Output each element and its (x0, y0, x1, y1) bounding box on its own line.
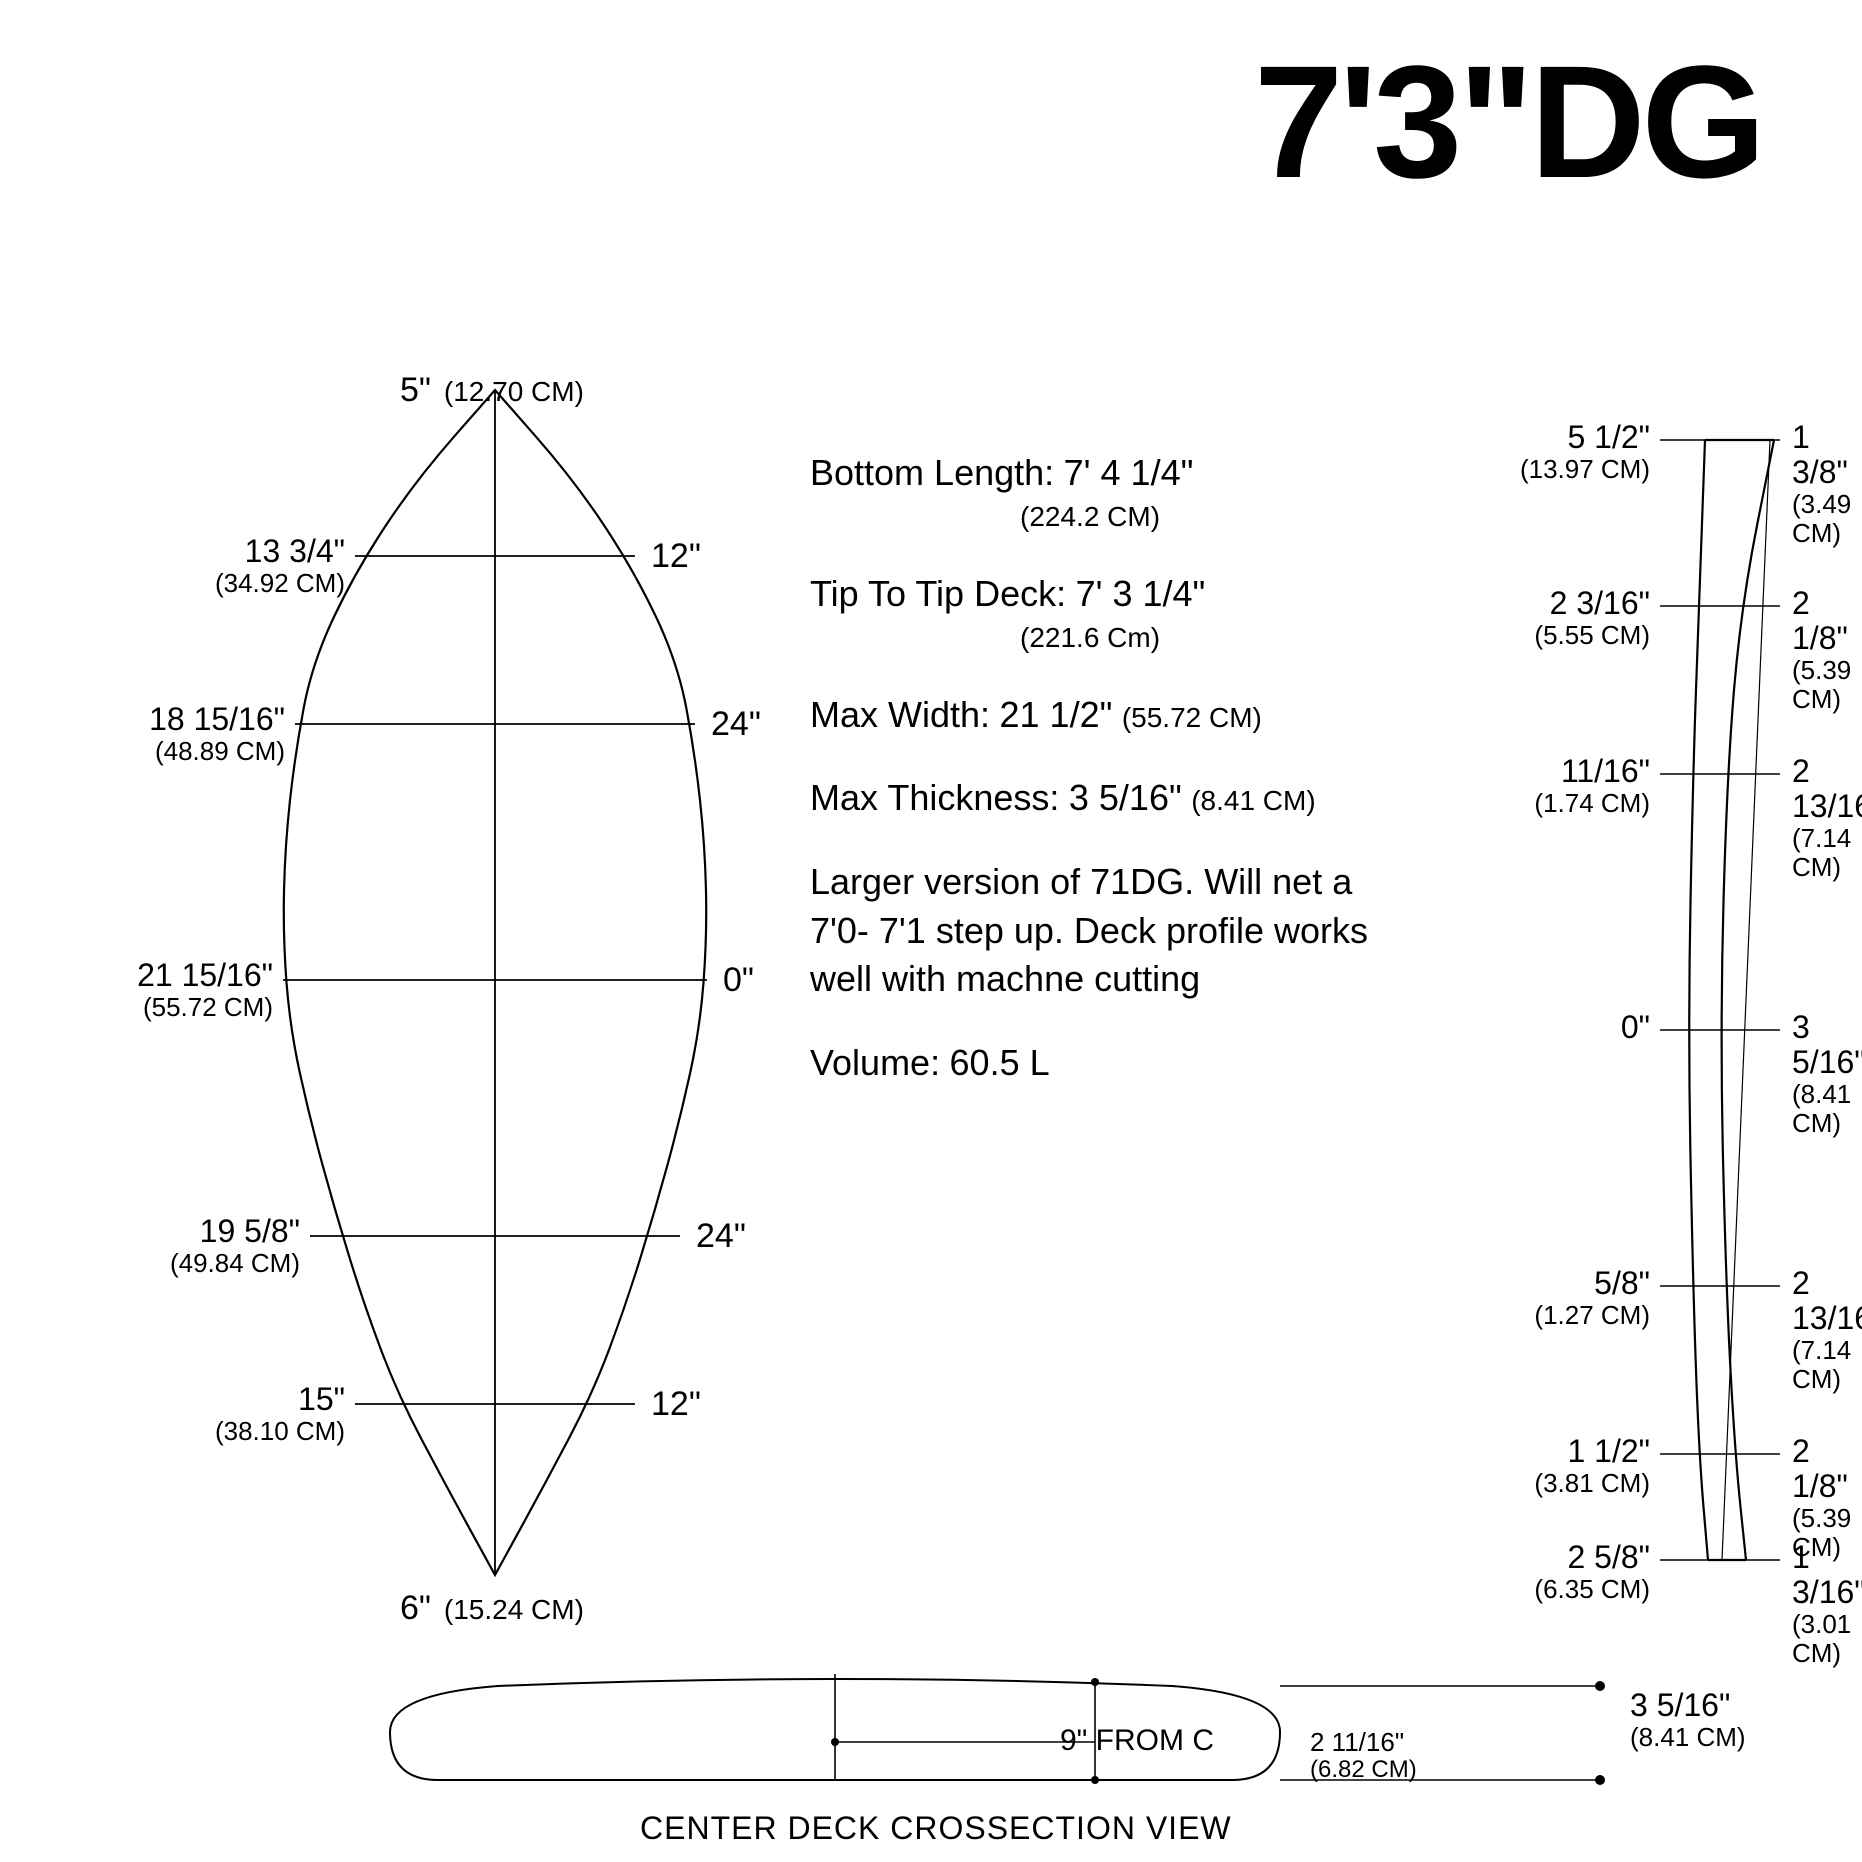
width-label: 19 5/8"(49.84 CM) (100, 1214, 300, 1278)
imperial: 19 5/8" (200, 1213, 300, 1249)
spec-imperial: 7' 4 1/4" (1064, 452, 1194, 493)
rocker-label: 5/8"(1.27 CM) (1460, 1266, 1650, 1330)
spec-label: Tip To Tip Deck: (810, 573, 1066, 614)
station-position-label: 12" (651, 1386, 701, 1423)
spec-block: Bottom Length: 7' 4 1/4" (224.2 CM) Tip … (810, 450, 1370, 1123)
cross-inner-label: 2 11/16" (6.82 CM) (1310, 1728, 1417, 1783)
metric: (6.82 CM) (1310, 1757, 1417, 1783)
imperial: 6" (400, 1589, 431, 1627)
position: 0" (723, 961, 754, 999)
imperial: 13 3/4" (245, 533, 345, 569)
rocker-label: 0" (1460, 1010, 1650, 1045)
rocker-label: 2 5/8"(6.35 CM) (1460, 1540, 1650, 1604)
metric: (3.49 CM) (1792, 490, 1862, 547)
spec-label: Max Width: (810, 694, 990, 735)
text: 9" FROM C (1060, 1724, 1214, 1757)
imperial: 1 1/2" (1567, 1433, 1650, 1469)
spec-metric: (221.6 Cm) (1020, 620, 1370, 656)
cross-section-title: CENTER DECK CROSSECTION VIEW (640, 1810, 1232, 1847)
tail-width-label: 6" (15.24 CM) (400, 1590, 584, 1627)
imperial: 2 3/16" (1550, 585, 1650, 621)
position: 12" (651, 537, 701, 575)
imperial: 3 5/16" (1630, 1687, 1730, 1723)
spec-metric: (224.2 CM) (1020, 499, 1370, 535)
imperial: 3 5/16" (1792, 1009, 1862, 1080)
metric: (7.14 CM) (1792, 1336, 1862, 1393)
imperial: 2 11/16" (1310, 1727, 1404, 1757)
nine-from-c-label: 9" FROM C (1060, 1724, 1214, 1757)
width-label: 13 3/4"(34.92 CM) (100, 534, 345, 598)
rocker-label: 2 3/16"(5.55 CM) (1460, 586, 1650, 650)
metric: (1.74 CM) (1460, 789, 1650, 818)
width-label: 15"(38.10 CM) (100, 1382, 345, 1446)
metric: (15.24 CM) (444, 1594, 584, 1625)
spec-description: Larger version of 71DG. Will net a 7'0- … (810, 858, 1370, 1004)
thickness-label: 3 5/16"(8.41 CM) (1792, 1010, 1862, 1138)
metric: (48.89 CM) (100, 737, 285, 766)
thickness-label: 2 13/16"(7.14 CM) (1792, 754, 1862, 882)
imperial: 15" (298, 1381, 345, 1417)
width-label: 21 15/16"(55.72 CM) (100, 958, 273, 1022)
station-position-label: 24" (696, 1218, 746, 1255)
imperial: 1 3/16" (1792, 1539, 1862, 1610)
spec-metric: (55.72 CM) (1122, 700, 1262, 736)
rocker-label: 5 1/2"(13.97 CM) (1460, 420, 1650, 484)
spec-volume: Volume: 60.5 L (810, 1040, 1370, 1087)
rocker-label: 1 1/2"(3.81 CM) (1460, 1434, 1650, 1498)
imperial: 2 13/16" (1792, 753, 1862, 824)
spec-metric: (8.41 CM) (1191, 783, 1315, 819)
thickness-label: 2 13/16"(7.14 CM) (1792, 1266, 1862, 1394)
imperial: 5 1/2" (1567, 419, 1650, 455)
metric: (6.35 CM) (1460, 1575, 1650, 1604)
metric: (12.70 CM) (444, 376, 584, 407)
position: 12" (651, 1385, 701, 1423)
imperial: 2 1/8" (1792, 1433, 1848, 1504)
metric: (13.97 CM) (1460, 455, 1650, 484)
spec-value: 60.5 L (950, 1042, 1050, 1083)
imperial: 0" (1621, 1009, 1650, 1045)
imperial: 11/16" (1561, 753, 1650, 789)
page-title: 7'3"DG (1254, 30, 1762, 214)
metric: (3.81 CM) (1460, 1469, 1650, 1498)
position: 24" (711, 705, 761, 743)
spec-tip-to-tip: Tip To Tip Deck: 7' 3 1/4" (221.6 Cm) (810, 571, 1370, 656)
imperial: 18 15/16" (149, 701, 285, 737)
spec-imperial: 3 5/16" (1069, 777, 1182, 818)
imperial: 1 3/8" (1792, 419, 1848, 490)
metric: (55.72 CM) (100, 993, 273, 1022)
metric: (1.27 CM) (1460, 1301, 1650, 1330)
spec-label: Volume: (810, 1042, 940, 1083)
metric: (5.39 CM) (1792, 656, 1862, 713)
metric: (8.41 CM) (1792, 1080, 1862, 1137)
station-position-label: 24" (711, 706, 761, 743)
imperial: 2 13/16" (1792, 1265, 1862, 1336)
spec-max-width: Max Width: 21 1/2" (55.72 CM) (810, 692, 1370, 739)
spec-bottom-length: Bottom Length: 7' 4 1/4" (224.2 CM) (810, 450, 1370, 535)
rocker-label: 11/16"(1.74 CM) (1460, 754, 1650, 818)
imperial: 2 5/8" (1567, 1539, 1650, 1575)
metric: (38.10 CM) (100, 1417, 345, 1446)
metric: (34.92 CM) (100, 569, 345, 598)
position: 24" (696, 1217, 746, 1255)
metric: (49.84 CM) (100, 1249, 300, 1278)
station-position-label: 0" (723, 962, 754, 999)
nose-width-label: 5" (12.70 CM) (400, 372, 584, 409)
thickness-label: 2 1/8"(5.39 CM) (1792, 586, 1862, 714)
spec-label: Bottom Length: (810, 452, 1054, 493)
imperial: 5/8" (1594, 1265, 1650, 1301)
imperial: 2 1/8" (1792, 585, 1848, 656)
station-position-label: 12" (651, 538, 701, 575)
thickness-label: 1 3/8"(3.49 CM) (1792, 420, 1862, 548)
metric: (5.55 CM) (1460, 621, 1650, 650)
metric: (7.14 CM) (1792, 824, 1862, 881)
imperial: 5" (400, 371, 431, 409)
spec-imperial: 7' 3 1/4" (1076, 573, 1206, 614)
width-label: 18 15/16"(48.89 CM) (100, 702, 285, 766)
metric: (8.41 CM) (1630, 1723, 1746, 1752)
spec-max-thickness: Max Thickness: 3 5/16" (8.41 CM) (810, 775, 1370, 822)
cross-outer-label: 3 5/16" (8.41 CM) (1630, 1688, 1746, 1752)
spec-imperial: 21 1/2" (1000, 694, 1113, 735)
imperial: 21 15/16" (137, 957, 273, 993)
spec-label: Max Thickness: (810, 777, 1059, 818)
